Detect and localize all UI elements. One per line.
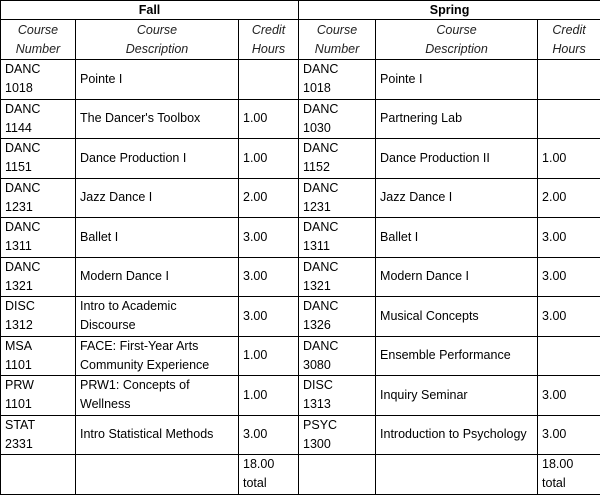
course-description: Pointe I	[75, 59, 239, 100]
course-number: DANC 1311	[298, 217, 377, 258]
column-header: Credit Hours	[237, 19, 300, 60]
column-header: Course Description	[375, 19, 539, 60]
course-description: The Dancer's Toolbox	[75, 98, 239, 139]
course-description: Intro Statistical Methods	[75, 414, 239, 455]
course-number: DANC 1231	[0, 177, 76, 218]
credit-hours: 3.00	[237, 217, 300, 258]
course-number: DISC 1313	[298, 375, 377, 416]
credit-hours: 1.00	[537, 138, 600, 179]
empty-cell	[298, 454, 377, 495]
course-description: Ballet I	[375, 217, 539, 258]
empty-cell	[0, 454, 76, 495]
course-description: Musical Concepts	[375, 296, 539, 337]
course-description: Intro to Academic Discourse	[75, 296, 239, 337]
course-number: PSYC 1300	[298, 414, 377, 455]
course-row: DANC 1151 Dance Production I 1.00 DANC 1152…	[0, 138, 600, 179]
course-number: DANC 1144	[0, 98, 76, 139]
course-number: DANC 1321	[0, 256, 76, 297]
course-row: DANC 1311 Ballet I 3.00 DANC 1311 Ballet I 3.…	[0, 217, 600, 258]
course-row: PRW 1101 PRW1: Concepts of Wellness 1.00 DI…	[0, 375, 600, 416]
credit-hours: 1.00	[237, 375, 300, 416]
credit-hours	[537, 59, 600, 100]
course-description: Pointe I	[375, 59, 539, 100]
course-row: DANC 1018 Pointe I DANC 1018 Pointe I	[0, 59, 600, 100]
course-row: DANC 1231 Jazz Dance I 2.00 DANC 1231 Jazz D…	[0, 177, 600, 218]
column-row: Course Number Course Description Credit Ho…	[0, 19, 600, 60]
credit-hours: 3.00	[537, 296, 600, 337]
credit-hours: 3.00	[237, 414, 300, 455]
credit-hours	[537, 335, 600, 376]
course-number: DANC 1231	[298, 177, 377, 218]
credit-hours: 1.00	[237, 335, 300, 376]
course-number: DISC 1312	[0, 296, 76, 337]
column-header: Course Number	[0, 19, 76, 60]
column-header: Credit Hours	[537, 19, 600, 60]
course-description: PRW1: Concepts of Wellness	[75, 375, 239, 416]
course-number: DANC 1030	[298, 98, 377, 139]
course-description: Introduction to Psychology	[375, 414, 539, 455]
course-description: Ensemble Performance	[375, 335, 539, 376]
total-hours: 18.00 total	[537, 454, 600, 495]
course-row: MSA 1101 FACE: First-Year Arts Community …	[0, 335, 600, 376]
course-description: Modern Dance I	[375, 256, 539, 297]
course-number: DANC 3080	[298, 335, 377, 376]
course-description: Inquiry Seminar	[375, 375, 539, 416]
term-name: Spring	[298, 0, 600, 20]
table-body: DANC 1018 Pointe I DANC 1018 Pointe I DANC 1…	[0, 59, 600, 495]
column-header: Course Description	[75, 19, 239, 60]
course-number: DANC 1151	[0, 138, 76, 179]
credit-hours: 1.00	[237, 138, 300, 179]
empty-cell	[375, 454, 539, 495]
course-number: DANC 1018	[298, 59, 377, 100]
course-number: PRW 1101	[0, 375, 76, 416]
term-row: Fall Spring	[0, 0, 600, 20]
course-number: STAT 2331	[0, 414, 76, 455]
course-description: Jazz Dance I	[375, 177, 539, 218]
course-number: DANC 1018	[0, 59, 76, 100]
course-row: STAT 2331 Intro Statistical Methods 3.00 PS…	[0, 414, 600, 455]
term-name: Fall	[0, 0, 300, 20]
table-head: Fall Spring Course Number Course Descriptio…	[0, 0, 600, 60]
credit-hours: 1.00	[237, 98, 300, 139]
credit-hours: 3.00	[537, 375, 600, 416]
course-description: Ballet I	[75, 217, 239, 258]
course-row: DANC 1321 Modern Dance I 3.00 DANC 1321 Mode…	[0, 256, 600, 297]
course-number: DANC 1311	[0, 217, 76, 258]
credit-hours: 3.00	[537, 414, 600, 455]
course-description: Dance Production I	[75, 138, 239, 179]
credit-hours: 2.00	[237, 177, 300, 218]
credit-hours: 3.00	[237, 296, 300, 337]
empty-cell	[75, 454, 239, 495]
course-row: DANC 1144 The Dancer's Toolbox 1.00 DANC 10…	[0, 98, 600, 139]
credit-hours	[237, 59, 300, 100]
course-description: Dance Production II	[375, 138, 539, 179]
course-description: Modern Dance I	[75, 256, 239, 297]
course-row: DISC 1312 Intro to Academic Discourse 3.00…	[0, 296, 600, 337]
course-description: FACE: First-Year Arts Community Experien…	[75, 335, 239, 376]
credit-hours: 3.00	[537, 256, 600, 297]
course-number: DANC 1326	[298, 296, 377, 337]
course-description: Jazz Dance I	[75, 177, 239, 218]
column-header: Course Number	[298, 19, 377, 60]
total-row: 18.00 total 18.00 total	[0, 454, 600, 495]
course-number: MSA 1101	[0, 335, 76, 376]
total-hours: 18.00 total	[237, 454, 300, 495]
credit-hours: 2.00	[537, 177, 600, 218]
course-number: DANC 1321	[298, 256, 377, 297]
credit-hours: 3.00	[237, 256, 300, 297]
course-description: Partnering Lab	[375, 98, 539, 139]
credit-hours	[537, 98, 600, 139]
credit-hours: 3.00	[537, 217, 600, 258]
course-number: DANC 1152	[298, 138, 377, 179]
